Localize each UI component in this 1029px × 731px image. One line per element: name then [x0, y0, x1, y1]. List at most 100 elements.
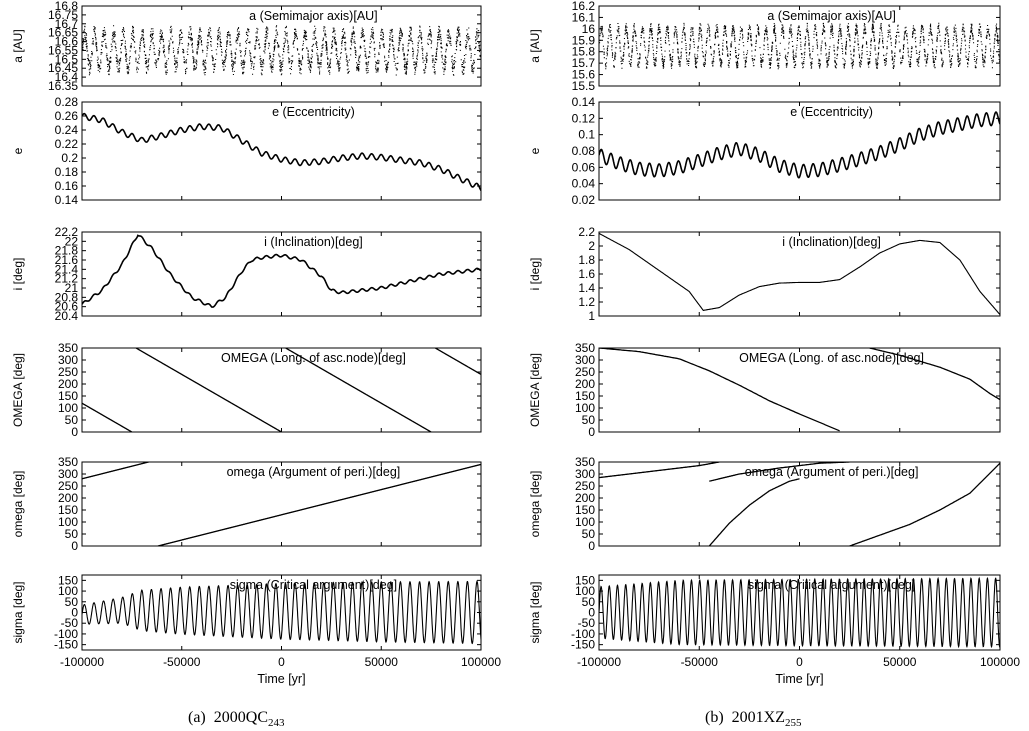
y-tick-label: 200 — [58, 377, 78, 391]
y-tick-label: -50 — [61, 616, 79, 630]
y-tick-label: 0.2 — [61, 151, 78, 165]
y-tick-label: 16.2 — [572, 0, 596, 13]
y-tick-label: 0.1 — [578, 128, 595, 142]
y-tick-label: 50 — [65, 527, 79, 541]
y-tick-label: 50 — [65, 413, 79, 427]
series-segment-1 — [869, 348, 1000, 401]
y-tick-label: 1.6 — [578, 267, 595, 281]
y-tick-label: 16.45 — [48, 61, 78, 75]
y-tick-label: 16.6 — [55, 35, 79, 49]
y-tick-label: 150 — [575, 389, 595, 403]
y-tick-label: 2.2 — [578, 225, 595, 239]
y-tick-label: 15.5 — [572, 79, 596, 93]
x-tick-label: -50000 — [681, 655, 719, 669]
y-tick-label: 150 — [58, 503, 78, 517]
panel-title: i (Inclination)[deg] — [264, 235, 363, 249]
panel-title: e (Eccentricity) — [272, 105, 355, 119]
y-tick-label: 1.2 — [578, 295, 595, 309]
x-tick-label: -100000 — [577, 655, 621, 669]
y-axis-label: OMEGA [deg] — [11, 353, 25, 427]
y-tick-label: 0.28 — [55, 95, 79, 109]
y-tick-label: 150 — [575, 573, 595, 587]
y-tick-label: 0 — [588, 606, 595, 620]
y-tick-label: 20.6 — [55, 300, 79, 314]
series-segment-3 — [849, 462, 1000, 546]
y-tick-label: 50 — [582, 527, 596, 541]
y-tick-label: 16 — [582, 22, 596, 36]
caption-a-tag: (a) — [188, 709, 206, 726]
y-tick-label: 300 — [58, 467, 78, 481]
y-tick-label: 150 — [575, 503, 595, 517]
y-tick-label: 21.8 — [55, 244, 79, 258]
series-line — [599, 232, 1000, 315]
y-tick-label: 21.2 — [55, 272, 79, 286]
y-tick-label: 0 — [71, 539, 78, 553]
y-tick-label: 100 — [58, 401, 78, 415]
y-tick-label: 50 — [65, 595, 79, 609]
y-tick-label: 100 — [575, 515, 595, 529]
panel-b-1: 0.02 0.04 0.06 0.08 0.1 0.12 0.14 e (Eccentrici… — [528, 95, 1001, 207]
y-axis-label: i [deg] — [11, 258, 25, 291]
x-tick-label: 100000 — [461, 655, 501, 669]
caption-b-name: 2001XZ — [731, 709, 785, 726]
y-tick-label: 200 — [575, 377, 595, 391]
series-line — [599, 576, 1000, 649]
panel-title: omega (Argument of peri.)[deg] — [227, 465, 401, 479]
x-axis-label: Time [yr] — [775, 672, 823, 686]
x-tick-label: 50000 — [883, 655, 917, 669]
y-tick-label: 15.8 — [572, 45, 596, 59]
y-tick-label: 0.04 — [572, 177, 596, 191]
panel-title: OMEGA (Long. of asc.node)[deg] — [739, 351, 924, 365]
caption-b: (b) 2001XZ255 — [705, 709, 801, 729]
y-axis-label: sigma [deg] — [528, 581, 542, 643]
y-tick-label: 0.02 — [572, 193, 596, 207]
y-tick-label: 0 — [71, 606, 78, 620]
y-tick-label: 50 — [582, 595, 596, 609]
series-line — [82, 112, 481, 191]
series-segment-0 — [599, 462, 720, 479]
y-tick-label: 0 — [588, 425, 595, 439]
y-axis-label: sigma [deg] — [11, 581, 25, 643]
y-tick-label: 15.7 — [572, 56, 596, 70]
series-line — [82, 234, 481, 308]
x-tick-label: 100000 — [980, 655, 1020, 669]
y-tick-label: 0.26 — [55, 109, 79, 123]
y-tick-label: 0.08 — [572, 144, 596, 158]
caption-a: (a) 2000QC243 — [188, 709, 285, 729]
y-axis-label: a [AU] — [528, 29, 542, 62]
y-tick-label: 1 — [588, 309, 595, 323]
y-tick-label: 0.14 — [55, 193, 79, 207]
y-tick-label: 22 — [65, 234, 79, 248]
y-tick-label: 250 — [575, 479, 595, 493]
panel-title: OMEGA (Long. of asc.node)[deg] — [221, 351, 406, 365]
y-tick-label: 0.14 — [572, 95, 596, 109]
data-points — [599, 22, 1000, 70]
series-line — [82, 462, 481, 546]
x-tick-label: 0 — [796, 655, 803, 669]
y-tick-label: 100 — [58, 584, 78, 598]
panel-title: sigma (Critical argument)[deg] — [748, 578, 915, 592]
panel-a-0: 16.3516.416.4516.516.5516.616.6516.716.7… — [11, 0, 482, 93]
y-tick-label: -100 — [54, 627, 78, 641]
y-tick-label: 350 — [575, 455, 595, 469]
y-tick-label: 200 — [58, 491, 78, 505]
y-axis-label: a [AU] — [11, 29, 25, 62]
panel-title: sigma (Critical argument)[deg] — [230, 578, 397, 592]
panel-a-1: 0.140.160.180.20.220.240.260.28 e (Eccent… — [11, 95, 482, 207]
y-tick-label: 0.16 — [55, 179, 79, 193]
caption-a-sub: 243 — [268, 717, 285, 730]
y-tick-label: 100 — [575, 584, 595, 598]
y-tick-label: 22.2 — [55, 225, 79, 239]
y-tick-label: 300 — [575, 353, 595, 367]
y-tick-label: 15.9 — [572, 33, 596, 47]
caption-a-name: 2000QC — [213, 709, 268, 726]
y-tick-label: 20.4 — [55, 309, 79, 323]
y-tick-label: 0 — [588, 539, 595, 553]
y-tick-label: -100 — [571, 627, 595, 641]
y-tick-label: 150 — [58, 573, 78, 587]
y-axis-label: i [deg] — [528, 258, 542, 291]
